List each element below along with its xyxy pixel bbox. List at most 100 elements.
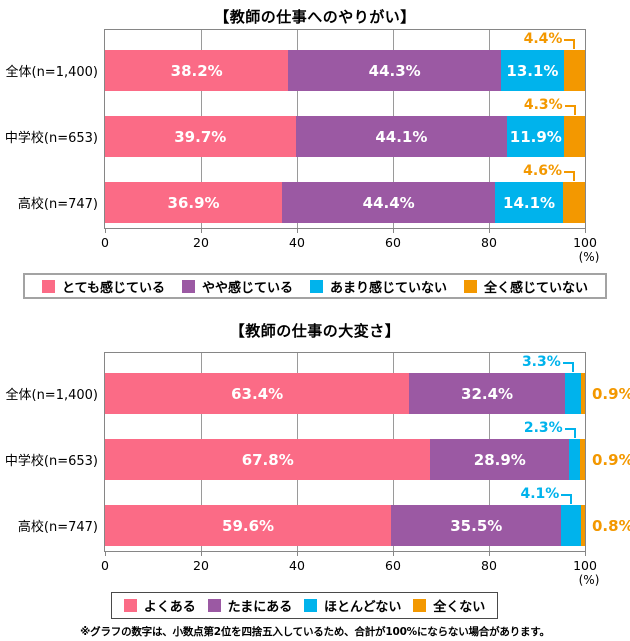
legend: とても感じている やや感じている あまり感じていない 全く感じていない bbox=[23, 273, 607, 299]
legend-label: よくある bbox=[143, 600, 196, 615]
callout-bracket bbox=[561, 494, 573, 504]
bar-segment bbox=[564, 373, 581, 414]
legend-item: よくある bbox=[123, 596, 196, 615]
category-label: 全体(n=1,400) bbox=[5, 65, 99, 80]
axis-tick-label: 40 bbox=[289, 235, 305, 250]
bar-value-label: 44.3% bbox=[368, 61, 421, 80]
callout-bracket bbox=[564, 39, 576, 49]
bar-value-label: 2.3% bbox=[523, 420, 563, 436]
legend-label: ほとんどない bbox=[324, 600, 402, 615]
category-label: 高校(n=747) bbox=[17, 197, 98, 212]
bar-segment: 63.4% bbox=[105, 373, 410, 414]
bar-segment: 59.6% bbox=[105, 505, 392, 546]
axis-tick-label: 20 bbox=[193, 558, 209, 573]
legend-item: たまにある bbox=[207, 596, 293, 615]
bar-value-label: 4.3% bbox=[523, 97, 563, 113]
axis-tick-label: 80 bbox=[481, 558, 497, 573]
legend-item: あまり感じていない bbox=[309, 277, 447, 296]
stacked-bar: 36.9% 44.4% 14.1% bbox=[105, 182, 585, 223]
bar-value-label: 67.8% bbox=[241, 450, 294, 469]
callout-bracket bbox=[564, 428, 576, 438]
category-label: 中学校(n=653) bbox=[4, 454, 98, 469]
category-label: 全体(n=1,400) bbox=[5, 388, 99, 403]
bar-segment bbox=[564, 116, 585, 157]
bar-value-callout: 4.1% bbox=[521, 486, 573, 504]
bar-value-callout: 4.6% bbox=[523, 163, 575, 181]
legend-item: 全くない bbox=[413, 596, 485, 615]
legend-swatch bbox=[309, 279, 323, 293]
bar-segment bbox=[561, 505, 582, 546]
axis-tick bbox=[488, 551, 490, 556]
bar-value-label: 38.2% bbox=[170, 61, 223, 80]
axis-tick bbox=[392, 551, 394, 556]
axis-tick bbox=[104, 551, 106, 556]
bar-value-label: 13.1% bbox=[506, 61, 559, 80]
stacked-bar: 59.6% 35.5% bbox=[105, 505, 585, 546]
bar-segment: 28.9% bbox=[430, 439, 570, 480]
stacked-bar: 38.2% 44.3% 13.1% bbox=[105, 50, 585, 91]
axis-tick-label: 60 bbox=[385, 558, 401, 573]
bar-segment: 35.5% bbox=[391, 505, 562, 546]
bar-value-callout: 2.3% bbox=[524, 420, 576, 438]
axis-unit-label: (%) bbox=[578, 573, 600, 587]
bar-value-label: 3.3% bbox=[521, 354, 561, 370]
stacked-bar: 63.4% 32.4% bbox=[105, 373, 585, 414]
plot-area: 全体(n=1,400) 63.4% 32.4% 3.3% 0.9% 中学校(n=653) 6… bbox=[5, 352, 630, 587]
axis-tick-label: 60 bbox=[385, 235, 401, 250]
bar-value-label: 44.1% bbox=[375, 127, 428, 146]
bar-value-label: 44.4% bbox=[362, 193, 415, 212]
stacked-bar: 39.7% 44.1% 11.9% bbox=[105, 116, 585, 157]
footnote: ※グラフの数字は、小数点第2位を四捨五入しているため、合計が100%にならない場… bbox=[80, 626, 550, 638]
axis-tick-label: 0 bbox=[101, 558, 109, 573]
callout-bracket bbox=[562, 362, 574, 372]
legend-swatch bbox=[304, 599, 318, 612]
legend-swatch bbox=[207, 599, 221, 612]
bar-value-callout: 3.3% bbox=[522, 354, 574, 372]
callout-bracket bbox=[563, 171, 575, 181]
axis-tick bbox=[392, 228, 394, 233]
axis-tick bbox=[296, 228, 298, 233]
bar-value-label: 63.4% bbox=[231, 384, 284, 403]
bar-value-label: 36.9% bbox=[167, 193, 220, 212]
legend-label: たまにある bbox=[227, 600, 293, 615]
axis-tick bbox=[200, 551, 202, 556]
bar-value-label: 0.8% bbox=[592, 516, 630, 535]
axis-tick bbox=[104, 228, 106, 233]
axis-tick-label: 100 bbox=[573, 558, 597, 573]
chart-title: 【教師の仕事の大変さ】 bbox=[229, 322, 401, 340]
bar-segment: 36.9% bbox=[105, 182, 283, 223]
bar-value-label: 28.9% bbox=[473, 450, 526, 469]
bar-segment bbox=[563, 50, 585, 91]
bar-value-label: 4.6% bbox=[523, 163, 562, 179]
bar-segment: 39.7% bbox=[105, 116, 296, 157]
axis-tick-label: 40 bbox=[289, 558, 305, 573]
bar-value-callout: 4.4% bbox=[524, 31, 576, 49]
bar-value-label: 59.6% bbox=[222, 516, 275, 535]
category-label: 高校(n=747) bbox=[17, 520, 98, 535]
legend-label: やや感じている bbox=[201, 280, 293, 296]
axis-tick bbox=[584, 228, 586, 233]
bar-value-label: 4.4% bbox=[523, 31, 563, 47]
plot-area: 全体(n=1,400) 38.2% 44.3% 13.1% 4.4% 中学校(n=653)… bbox=[5, 29, 599, 264]
bar-segment: 38.2% bbox=[105, 50, 289, 91]
bar-value-callout: 4.3% bbox=[524, 97, 576, 115]
axis-tick-label: 100 bbox=[573, 235, 597, 250]
legend-item: とても感じている bbox=[41, 277, 165, 296]
legend-item: やや感じている bbox=[181, 277, 293, 296]
bar-segment: 13.1% bbox=[501, 50, 564, 91]
legend-swatch bbox=[413, 599, 427, 612]
legend-swatch bbox=[181, 279, 195, 293]
legend-label: 全くない bbox=[433, 600, 486, 615]
bar-segment bbox=[562, 182, 585, 223]
bar-segment bbox=[581, 505, 585, 546]
bar-value-label: 32.4% bbox=[461, 384, 514, 403]
bar-value-label: 39.7% bbox=[174, 127, 227, 146]
bar-segment: 44.4% bbox=[282, 182, 496, 223]
bar-value-label: 11.9% bbox=[509, 127, 562, 146]
bar-segment: 32.4% bbox=[409, 373, 565, 414]
bar-segment: 14.1% bbox=[495, 182, 563, 223]
axis-tick bbox=[488, 228, 490, 233]
legend: よくある たまにある ほとんどない 全くない bbox=[111, 592, 498, 619]
bar-value-label: 0.9% bbox=[592, 384, 630, 403]
